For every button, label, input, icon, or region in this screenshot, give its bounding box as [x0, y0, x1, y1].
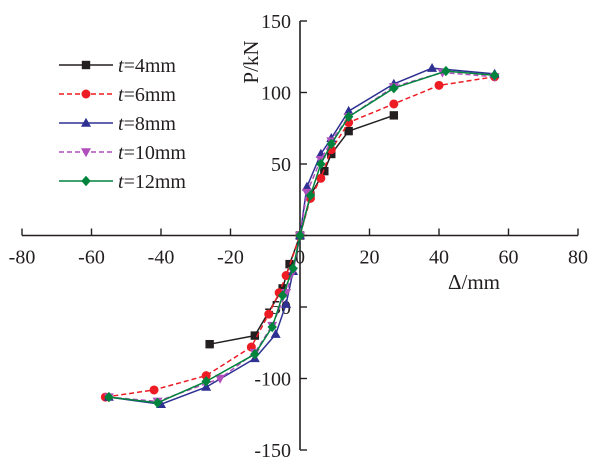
data-point [250, 348, 260, 360]
data-point [278, 284, 287, 293]
x-tick-label: -60 [78, 247, 105, 269]
legend-marker [81, 117, 91, 127]
legend-label: t=10mm [118, 142, 186, 164]
legend-label: t=8mm [118, 113, 176, 135]
x-tick-label: 0 [295, 247, 305, 269]
legend-item: t=6mm [59, 84, 176, 106]
y-tick-label: 100 [261, 83, 291, 105]
data-point [281, 271, 291, 281]
data-point [344, 126, 353, 136]
data-point [201, 371, 211, 381]
x-axis-title: Δ/mm [448, 270, 500, 294]
data-point [389, 99, 399, 109]
data-point [301, 188, 312, 198]
legend-item: t=4mm [59, 55, 176, 77]
data-point [250, 331, 260, 340]
data-point [489, 70, 500, 81]
legend-item: t=10mm [59, 142, 186, 164]
series-line [108, 71, 495, 403]
data-point [205, 339, 214, 349]
data-point [267, 321, 277, 333]
data-point [270, 328, 281, 338]
data-point [264, 309, 274, 319]
y-tick-label: -100 [254, 369, 291, 391]
y-axis-title: P/kN [239, 40, 263, 83]
legend-label: t=4mm [118, 55, 176, 77]
data-point [215, 374, 226, 384]
legend-marker [81, 60, 91, 70]
data-point [389, 83, 399, 94]
data-point [434, 80, 444, 90]
data-point [389, 111, 399, 120]
data-point [301, 181, 312, 191]
x-tick-label: -20 [217, 247, 244, 269]
series-line [105, 76, 495, 398]
x-tick-label: 60 [499, 247, 519, 269]
data-point [441, 65, 451, 77]
x-tick-label: -80 [9, 247, 36, 269]
data-point [427, 62, 438, 72]
series-5 [104, 65, 500, 409]
legend-label: t=12mm [118, 171, 186, 193]
data-point [152, 397, 163, 409]
data-point [149, 385, 159, 395]
data-point [277, 290, 288, 301]
y-tick-label: 50 [271, 154, 291, 176]
data-point [326, 138, 336, 150]
legend: t=4mm t=6mm t=8mm t=10mm t=12mm [59, 55, 186, 193]
data-point [281, 298, 292, 308]
data-point [316, 158, 326, 170]
data-point [320, 166, 329, 176]
data-point [288, 263, 298, 274]
legend-marker [81, 148, 91, 158]
data-point [343, 105, 354, 115]
y-tick-label: -150 [254, 440, 291, 462]
data-point [343, 111, 354, 123]
data-point [104, 391, 114, 403]
legend-label: t=6mm [118, 84, 176, 106]
y-tick-label: 150 [261, 11, 291, 33]
x-tick-label: 80 [568, 247, 588, 269]
data-point [316, 173, 326, 183]
legend-item: t=8mm [59, 113, 176, 135]
x-tick-label: -40 [148, 247, 175, 269]
data-point [295, 230, 305, 241]
x-tick-label: 20 [360, 247, 380, 269]
data-point [201, 376, 211, 387]
x-tick-label: 40 [429, 247, 449, 269]
data-point [305, 190, 316, 201]
legend-item: t=12mm [59, 171, 186, 193]
legend-marker [81, 175, 91, 187]
legend-marker [81, 89, 91, 99]
series-layer [100, 62, 500, 409]
